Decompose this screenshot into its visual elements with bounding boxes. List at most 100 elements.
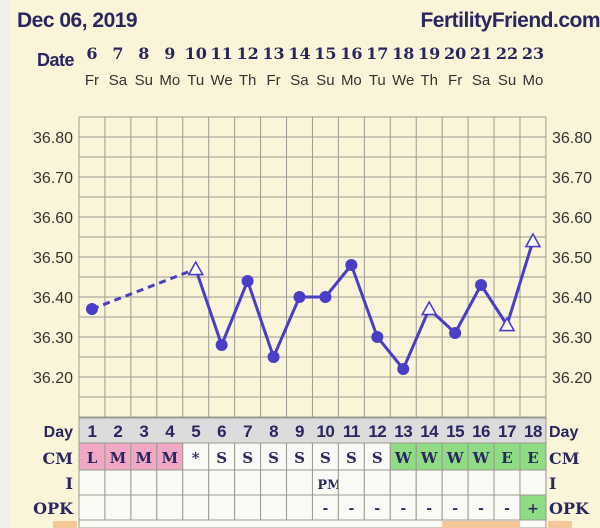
temp-point-open-triangle: [420, 300, 438, 316]
cycle-day: 4: [165, 422, 175, 441]
intercourse-cell: [363, 469, 391, 496]
temp-point-open-triangle: [524, 232, 542, 248]
cm-cell: [389, 442, 417, 471]
temp-point: [319, 291, 332, 303]
intercourse-cell: [156, 469, 184, 496]
table-row-day: [78, 417, 547, 444]
date-label: 19: [418, 44, 440, 63]
weekday-label: We: [211, 72, 233, 89]
intercourse-cell: [182, 469, 210, 496]
date-label: 11: [211, 44, 233, 63]
temp-point: [267, 351, 280, 363]
cycle-day: 12: [368, 422, 386, 441]
intercourse-cell: [78, 469, 106, 496]
temp-line: [349, 264, 379, 338]
weekday-label: Fr: [266, 72, 280, 89]
next-row-highlight: [442, 521, 520, 528]
row-label-right-cm: CM: [549, 449, 579, 468]
temp-line: [401, 308, 431, 370]
temp-point: [345, 259, 358, 271]
temp-point: [475, 279, 488, 291]
cycle-day: 2: [113, 422, 122, 441]
cm-value: S: [294, 449, 305, 467]
row-label-left-cm: CM: [43, 449, 73, 468]
temp-line: [479, 284, 509, 326]
intercourse-cell: [519, 469, 547, 496]
y-tick-right: 36.20: [552, 370, 592, 387]
row-label-left-day: Day: [44, 424, 73, 441]
cycle-day: 3: [139, 422, 148, 441]
y-tick-left: 36.40: [33, 290, 73, 307]
weekday-label: Su: [316, 72, 334, 89]
opk-cell: [286, 494, 313, 521]
intercourse-cell: [493, 469, 521, 496]
intercourse-cell: [104, 469, 132, 496]
temp-line: [272, 296, 301, 358]
y-tick-right: 36.70: [552, 170, 592, 187]
weekday-label: Fr: [85, 72, 99, 89]
cm-value: S: [216, 449, 227, 467]
temp-point: [241, 275, 254, 287]
opk-cell: [208, 494, 236, 521]
cycle-day: 7: [243, 422, 252, 441]
cm-value: E: [527, 449, 538, 467]
cm-value: M: [136, 449, 153, 467]
cm-cell: [208, 442, 236, 471]
next-row: [78, 519, 547, 528]
temp-line: [246, 280, 275, 358]
next-row-label-right: [548, 521, 572, 528]
cm-value: M: [161, 449, 178, 467]
intercourse-value: PM: [317, 478, 341, 493]
intercourse-cell: [130, 469, 158, 496]
cycle-day: 11: [343, 422, 360, 441]
y-tick-right: 36.40: [552, 290, 592, 307]
intercourse-cell: [389, 469, 417, 496]
date-label: 13: [262, 44, 284, 63]
y-tick-left: 36.30: [33, 330, 73, 347]
opk-cell: [182, 494, 210, 521]
cm-value: W: [420, 449, 439, 467]
weekday-label: Th: [239, 72, 257, 89]
opk-value: -: [504, 501, 510, 517]
date-label: 20: [444, 44, 466, 63]
temp-point: [85, 303, 98, 315]
opk-cell: [130, 494, 158, 521]
temp-point: [371, 331, 384, 343]
cm-cell: [311, 442, 339, 471]
cm-value: W: [472, 449, 491, 467]
opk-cell: [78, 494, 106, 521]
temp-point-open-triangle: [187, 260, 205, 276]
opk-value: +: [527, 501, 539, 517]
weekday-label: Sa: [109, 72, 128, 89]
date-label: 7: [112, 44, 123, 63]
date-label: 14: [288, 44, 310, 63]
cm-value: S: [346, 449, 357, 467]
weekday-label: Sa: [472, 72, 491, 89]
date-row-label: Date: [37, 50, 75, 70]
row-label-right-i: I: [549, 474, 556, 493]
y-tick-right: 36.60: [552, 210, 592, 227]
date-label: 8: [138, 44, 149, 63]
next-row-label-left: [53, 521, 77, 528]
opk-value: -: [348, 501, 354, 517]
cm-value: L: [87, 449, 98, 467]
temp-line: [324, 264, 353, 298]
row-label-left-opk: OPK: [33, 499, 74, 518]
cm-cell: [234, 442, 262, 471]
y-tick-left: 36.60: [33, 210, 73, 227]
cycle-day: 10: [316, 422, 334, 441]
intercourse-cell: [260, 469, 288, 496]
cm-cell: [493, 442, 521, 471]
date-label: 22: [496, 44, 518, 63]
temp-point: [215, 339, 228, 351]
site-name: FertilityFriend.com: [420, 9, 600, 32]
weekday-label: Fr: [448, 72, 462, 89]
cycle-day: 18: [524, 422, 542, 441]
temp-line: [505, 240, 535, 326]
date-label: 9: [164, 44, 175, 63]
cm-value: *: [192, 449, 200, 467]
opk-value: -: [400, 501, 406, 517]
y-tick-left: 36.80: [33, 130, 73, 147]
y-tick-right: 36.50: [552, 250, 592, 267]
cm-value: S: [320, 449, 331, 467]
